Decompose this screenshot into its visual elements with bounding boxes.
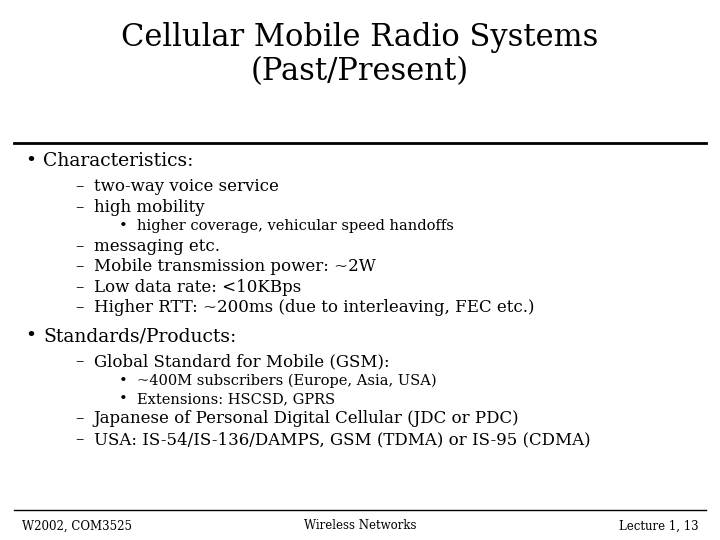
Text: •: • <box>119 392 127 406</box>
Text: –: – <box>76 178 84 195</box>
Text: messaging etc.: messaging etc. <box>94 238 220 254</box>
Text: W2002, COM3525: W2002, COM3525 <box>22 519 132 532</box>
Text: ~400M subscribers (Europe, Asia, USA): ~400M subscribers (Europe, Asia, USA) <box>137 374 436 388</box>
Text: Japanese of Personal Digital Cellular (JDC or PDC): Japanese of Personal Digital Cellular (J… <box>94 410 519 427</box>
Text: –: – <box>76 299 84 316</box>
Text: –: – <box>76 199 84 215</box>
Text: Global Standard for Mobile (GSM):: Global Standard for Mobile (GSM): <box>94 353 390 370</box>
Text: •: • <box>25 152 36 170</box>
Text: Standards/Products:: Standards/Products: <box>43 327 236 345</box>
Text: two-way voice service: two-way voice service <box>94 178 279 195</box>
Text: Cellular Mobile Radio Systems
(Past/Present): Cellular Mobile Radio Systems (Past/Pres… <box>121 22 599 87</box>
Text: –: – <box>76 279 84 295</box>
Text: Extensions: HSCSD, GPRS: Extensions: HSCSD, GPRS <box>137 392 335 406</box>
Text: •: • <box>119 219 127 233</box>
Text: higher coverage, vehicular speed handoffs: higher coverage, vehicular speed handoff… <box>137 219 454 233</box>
Text: high mobility: high mobility <box>94 199 204 215</box>
Text: –: – <box>76 353 84 370</box>
Text: Lecture 1, 13: Lecture 1, 13 <box>618 519 698 532</box>
Text: Higher RTT: ~200ms (due to interleaving, FEC etc.): Higher RTT: ~200ms (due to interleaving,… <box>94 299 534 316</box>
Text: USA: IS-54/IS-136/DAMPS, GSM (TDMA) or IS-95 (CDMA): USA: IS-54/IS-136/DAMPS, GSM (TDMA) or I… <box>94 431 590 448</box>
Text: Low data rate: <10KBps: Low data rate: <10KBps <box>94 279 301 295</box>
Text: Wireless Networks: Wireless Networks <box>304 519 416 532</box>
Text: Characteristics:: Characteristics: <box>43 152 194 170</box>
Text: –: – <box>76 258 84 275</box>
Text: –: – <box>76 410 84 427</box>
Text: Mobile transmission power: ~2W: Mobile transmission power: ~2W <box>94 258 375 275</box>
Text: –: – <box>76 238 84 254</box>
Text: •: • <box>25 327 36 345</box>
Text: •: • <box>119 374 127 388</box>
Text: –: – <box>76 431 84 448</box>
